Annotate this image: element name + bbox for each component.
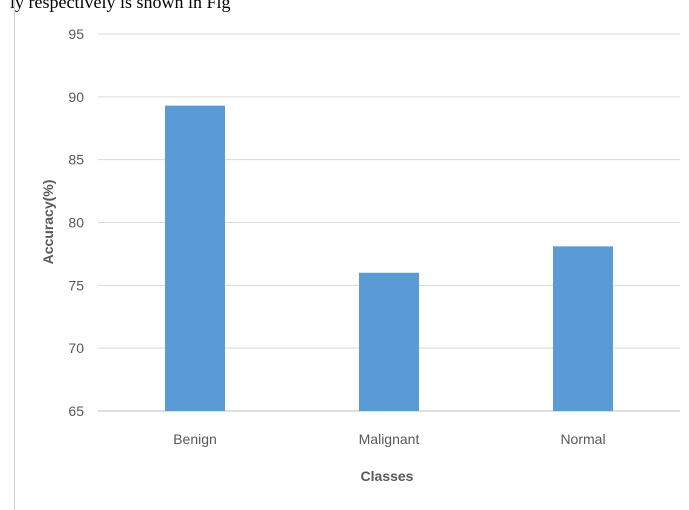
y-tick-label: 85: [68, 152, 84, 168]
y-tick-label: 90: [68, 89, 84, 105]
bars: [165, 105, 613, 411]
y-tick-label: 95: [68, 26, 84, 42]
y-tick-label: 75: [68, 277, 84, 293]
x-axis-label: Classes: [361, 468, 414, 484]
y-axis-label: Accuracy(%): [40, 180, 56, 265]
y-tick-label: 80: [68, 215, 84, 231]
x-tick-label-malignant: Malignant: [359, 431, 420, 447]
y-tick-label: 65: [68, 403, 84, 419]
x-tick-labels: Benign Malignant Normal: [173, 431, 605, 447]
x-tick-label-benign: Benign: [173, 431, 217, 447]
y-tick-label: 70: [68, 340, 84, 356]
caption-fragment: ly respectively is shown in Fig: [10, 0, 231, 12]
y-tick-labels: 65 70 75 80 85 90 95: [68, 26, 84, 419]
bar-normal: [553, 246, 613, 411]
bar-malignant: [359, 272, 419, 411]
page-border: [14, 0, 15, 510]
bar-benign: [165, 105, 225, 411]
x-tick-label-normal: Normal: [560, 431, 605, 447]
